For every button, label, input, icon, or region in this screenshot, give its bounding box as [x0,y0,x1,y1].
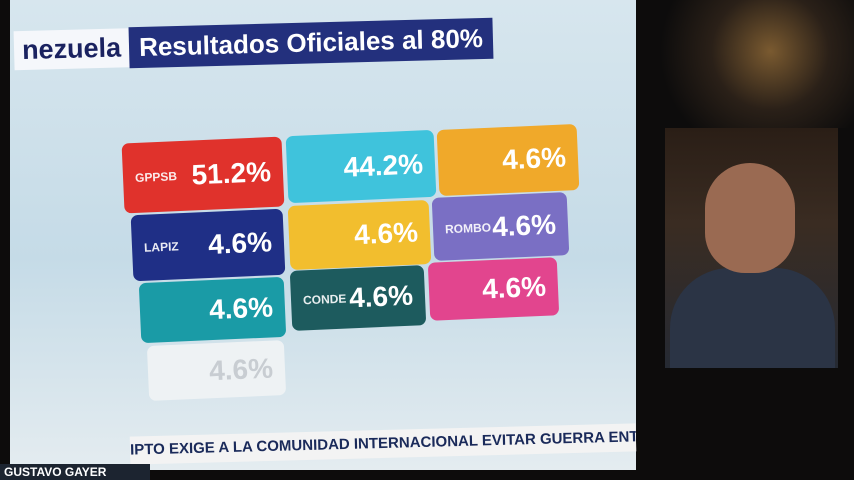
party-logo: LAPIZ [143,239,180,255]
result-tile: 4.6% [138,276,287,344]
percentage: 51.2% [190,156,272,191]
percentage: 4.6% [481,270,547,305]
party-logo: ROMBO [444,219,492,236]
party-logo: GPPSB [134,169,178,185]
percentage: 4.6% [208,291,274,326]
result-tile: CONDE 4.6% [289,265,427,331]
result-tile: 4.6% [436,123,580,197]
result-tile: LAPIZ 4.6% [130,208,286,282]
percentage: 4.6% [353,216,419,251]
result-tile: 4.6% [427,257,560,321]
percentage: 44.2% [342,147,424,183]
tv-screen: nezuela Resultados Oficiales al 80% GPPS… [10,0,636,470]
result-tile: 4.6% [287,199,432,271]
percentage: 4.6% [491,208,557,242]
header: nezuela Resultados Oficiales al 80% [13,16,494,73]
result-tile: ROMBO 4.6% [431,192,570,261]
region-label: nezuela [13,27,130,70]
party-logo: CONDE [302,291,347,308]
percentage: 4.6% [348,279,414,314]
percentage: 4.6% [501,141,567,176]
percentage: 4.6% [208,352,274,386]
webcam [665,128,838,368]
percentage: 4.6% [207,226,273,260]
title: Resultados Oficiales al 80% [128,17,494,68]
presenter-name: GUSTAVO GAYER [0,464,150,480]
result-tile: GPPSB 51.2% [121,136,285,214]
background-light [645,0,854,128]
presenter-face [705,163,795,273]
result-tile: 44.2% [285,129,437,204]
result-tile: 4.6% [146,340,287,401]
presenter-body [670,268,835,368]
